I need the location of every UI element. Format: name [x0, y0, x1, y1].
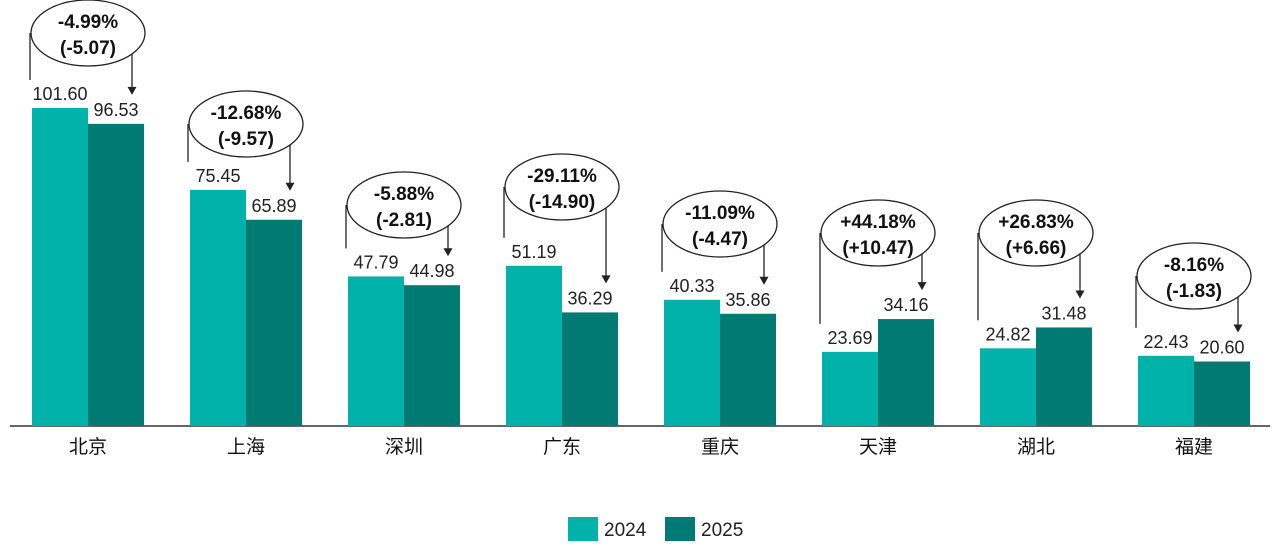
- bar-2025-1: [246, 219, 302, 426]
- bar-2024-1: [190, 189, 246, 426]
- bar-2024-3: [506, 265, 562, 426]
- change-pct-1: -12.68%: [211, 103, 282, 124]
- change-bubble-4: [662, 190, 778, 258]
- bar-2024-4: [664, 299, 720, 426]
- bar-2025-5: [878, 319, 934, 426]
- bar-2025-0: [88, 123, 144, 427]
- bar-2025-3: [562, 312, 618, 426]
- change-pct-5: +44.18%: [840, 212, 916, 233]
- data-label-2024-3: 51.19: [511, 242, 556, 262]
- category-label-0: 北京: [69, 436, 107, 458]
- change-abs-1: (-9.57): [218, 129, 274, 150]
- bar-2025-2: [404, 285, 460, 426]
- data-label-2024-4: 40.33: [669, 276, 714, 296]
- change-pct-6: +26.83%: [998, 212, 1074, 233]
- bar-2025-6: [1036, 327, 1092, 426]
- arrow-head-4: [759, 276, 769, 285]
- change-pct-2: -5.88%: [374, 184, 434, 205]
- data-label-2025-2: 44.98: [409, 261, 454, 281]
- bar-2024-6: [980, 348, 1036, 426]
- change-pct-4: -11.09%: [685, 203, 755, 224]
- data-label-2025-0: 96.53: [93, 100, 138, 120]
- data-label-2024-6: 24.82: [985, 324, 1030, 344]
- bar-2024-7: [1138, 355, 1194, 426]
- data-label-2025-4: 35.86: [725, 290, 770, 310]
- data-label-2025-1: 65.89: [251, 196, 296, 216]
- change-abs-2: (-2.81): [376, 210, 432, 231]
- change-bubble-1: [188, 90, 304, 158]
- change-abs-0: (-5.07): [60, 38, 116, 59]
- change-bubble-3: [504, 153, 620, 221]
- arrow-head-2: [443, 248, 453, 257]
- bar-2024-5: [822, 351, 878, 426]
- arrow-head-7: [1233, 324, 1243, 333]
- legend-swatch-2024: [568, 517, 598, 541]
- change-bubble-0: [30, 0, 146, 67]
- arrow-head-0: [127, 86, 137, 95]
- change-abs-5: (+10.47): [842, 238, 913, 259]
- change-bubble-2: [346, 171, 462, 239]
- legend-label-2024: 2024: [604, 520, 647, 541]
- data-label-2025-3: 36.29: [567, 288, 612, 308]
- data-label-2024-7: 22.43: [1143, 332, 1188, 352]
- data-label-2024-5: 23.69: [827, 328, 872, 348]
- change-bubble-7: [1136, 242, 1252, 310]
- category-label-1: 上海: [227, 436, 265, 458]
- category-label-5: 天津: [859, 436, 897, 458]
- change-bubble-5: [820, 199, 936, 267]
- legend-label-2025: 2025: [701, 520, 743, 541]
- legend-swatch-2025: [665, 517, 695, 541]
- arrow-head-5: [917, 282, 927, 291]
- change-abs-4: (-4.47): [692, 229, 748, 250]
- category-label-2: 深圳: [385, 436, 423, 458]
- change-abs-6: (+6.66): [1006, 238, 1067, 259]
- data-label-2024-1: 75.45: [195, 166, 240, 186]
- category-label-3: 广东: [543, 436, 581, 458]
- arrow-head-6: [1075, 290, 1085, 299]
- data-label-2025-6: 31.48: [1041, 303, 1086, 323]
- arrow-head-3: [601, 275, 611, 284]
- category-label-7: 福建: [1175, 436, 1213, 458]
- bar-2025-7: [1194, 361, 1250, 426]
- bar-2024-0: [32, 107, 88, 426]
- change-bubble-6: [978, 199, 1094, 267]
- change-pct-3: -29.11%: [527, 166, 597, 187]
- data-label-2025-5: 34.16: [883, 295, 928, 315]
- arrow-head-1: [285, 182, 295, 191]
- data-label-2024-0: 101.60: [32, 84, 87, 104]
- change-abs-3: (-14.90): [529, 192, 596, 213]
- bar-2025-4: [720, 313, 776, 426]
- change-pct-0: -4.99%: [58, 12, 118, 33]
- data-label-2024-2: 47.79: [353, 252, 398, 272]
- bar-2024-2: [348, 276, 404, 426]
- change-abs-7: (-1.83): [1166, 281, 1222, 302]
- data-label-2025-7: 20.60: [1199, 338, 1244, 358]
- category-label-6: 湖北: [1017, 436, 1055, 458]
- category-label-4: 重庆: [701, 436, 739, 458]
- change-pct-7: -8.16%: [1164, 255, 1224, 276]
